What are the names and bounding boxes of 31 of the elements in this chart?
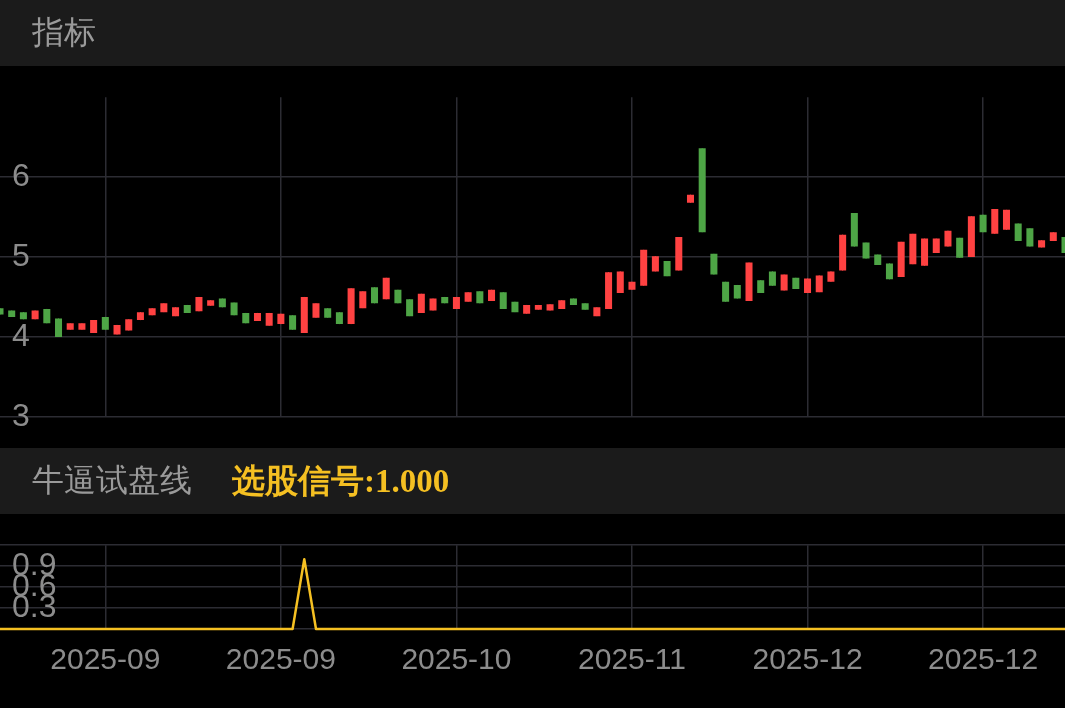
candlestick (113, 324, 121, 335)
y-tick-label: 5 (12, 236, 30, 273)
candlestick (979, 214, 987, 233)
x-tick-label: 2025-12 (752, 642, 863, 676)
x-tick-label: 2025-10 (401, 642, 512, 676)
candlestick (511, 301, 519, 313)
candlestick (277, 313, 285, 325)
candlestick (441, 296, 449, 304)
candlestick (195, 296, 203, 312)
x-tick-label: 2025-12 (928, 642, 1039, 676)
candlestick (324, 307, 332, 319)
x-tick-label: 2025-11 (578, 642, 686, 676)
candlestick (581, 302, 589, 311)
candlestick (394, 289, 402, 304)
y-tick-label: 4 (12, 316, 30, 353)
x-tick-label: 2025-09 (50, 642, 161, 676)
candlestick (230, 302, 238, 316)
candlestick (382, 277, 390, 300)
candlestick (43, 308, 51, 324)
chart-subtitle: 选股信号:1.000 (232, 461, 450, 501)
y-tick-label: 6 (12, 156, 30, 193)
candlestick (909, 233, 917, 265)
chart-title: 指标 (32, 13, 96, 52)
x-tick-label: 2025-09 (225, 642, 336, 676)
candlestick (125, 318, 133, 332)
candlestick (242, 312, 250, 324)
candlestick (66, 322, 74, 331)
candlestick (31, 310, 39, 320)
chart-title: 牛逼试盘线 (32, 461, 192, 500)
candlestick (207, 299, 215, 307)
y-tick-label: 3 (12, 396, 30, 433)
